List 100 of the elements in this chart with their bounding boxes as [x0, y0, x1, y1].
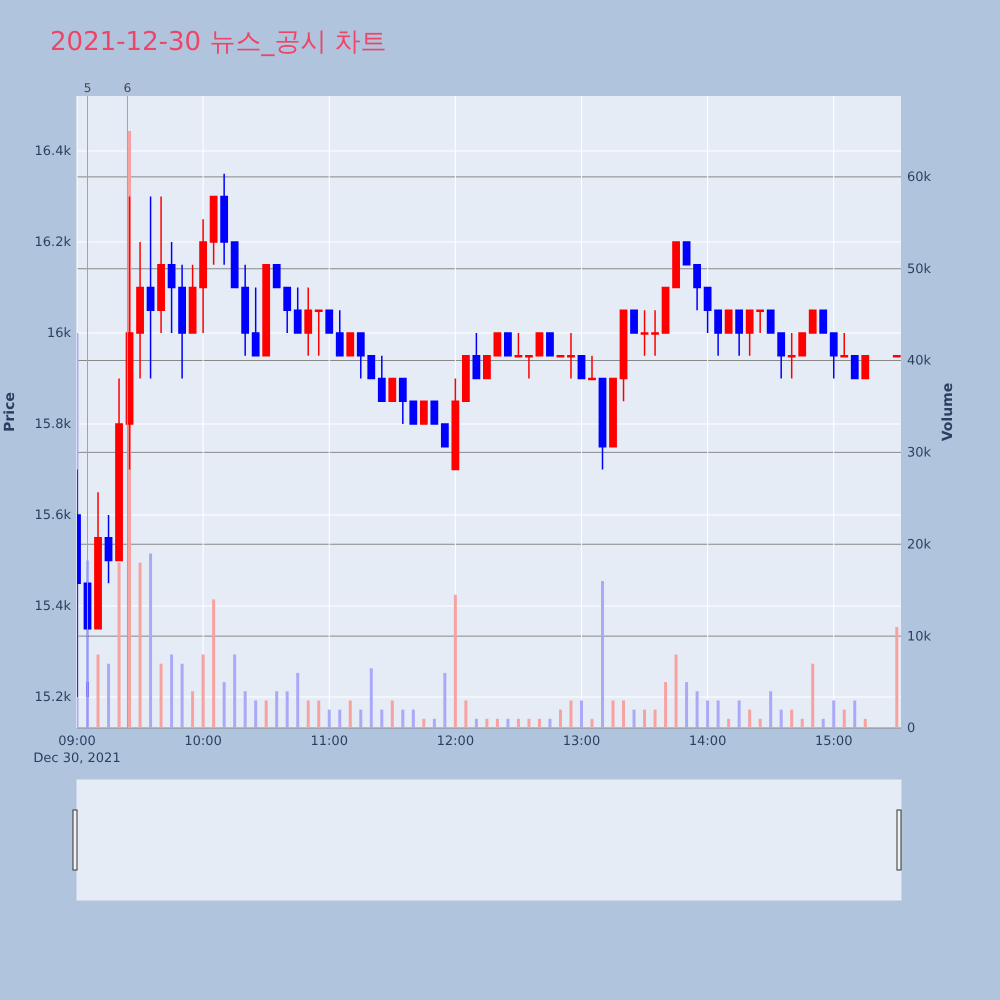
candlestick — [840, 332, 848, 358]
bar — [716, 700, 720, 728]
bar — [222, 682, 226, 728]
bar — [422, 718, 426, 728]
bar — [632, 710, 636, 728]
text: Dec 30, 2021 — [33, 751, 121, 766]
candlestick — [294, 286, 302, 334]
bar — [306, 700, 310, 728]
bar — [548, 718, 552, 728]
x-tick-label: 13:00 — [562, 734, 600, 750]
candlestick — [630, 310, 638, 334]
bar — [212, 599, 216, 728]
candlestick — [808, 310, 817, 334]
candlestick — [168, 241, 176, 334]
y-tick-label: 16k — [46, 326, 72, 342]
candlestick — [262, 264, 270, 357]
candlestick — [788, 332, 796, 380]
bar — [170, 654, 174, 728]
candlestick — [472, 332, 480, 380]
x-tick-label: 14:00 — [688, 734, 726, 750]
candlestick — [640, 310, 648, 357]
candlestick — [756, 310, 764, 334]
candlestick — [536, 332, 544, 357]
bar — [233, 654, 236, 728]
bar — [748, 710, 752, 728]
candlestick — [546, 332, 554, 357]
x-tick-label: 09:00 — [58, 734, 96, 750]
bar — [758, 718, 762, 728]
bar — [727, 718, 730, 728]
bar — [149, 553, 152, 728]
y-tick-label: 16.4k — [34, 144, 72, 160]
ref-line-label: 6 — [124, 81, 132, 95]
y2-tick-label: 50k — [907, 262, 932, 277]
candlestick — [430, 400, 438, 425]
candlestick — [514, 332, 522, 358]
bar — [191, 691, 194, 728]
bar — [464, 700, 468, 728]
candlestick — [861, 355, 870, 380]
candlestick — [451, 378, 460, 470]
candlestick — [188, 264, 197, 334]
candlestick — [482, 355, 491, 380]
y2-tick-label: 40k — [907, 354, 932, 369]
y2-tick-label: 30k — [907, 446, 932, 461]
bar — [790, 710, 794, 728]
candlestick — [504, 332, 512, 357]
bar — [454, 594, 457, 728]
bar — [674, 654, 678, 728]
candlestick — [272, 264, 281, 288]
candlestick — [746, 310, 754, 357]
candlestick — [693, 264, 702, 312]
x-tick-label: 12:00 — [436, 734, 474, 750]
candlestick — [346, 332, 354, 357]
candlestick — [367, 355, 376, 380]
candlestick — [714, 310, 722, 357]
bar — [506, 718, 510, 728]
candlestick — [94, 492, 102, 630]
y2-tick-label: 0 — [907, 721, 916, 736]
bar — [853, 700, 856, 728]
bar — [474, 718, 478, 728]
candlestick — [704, 286, 712, 334]
candlestick — [578, 355, 586, 380]
candlestick — [440, 423, 449, 448]
y2-tick-label: 60k — [907, 170, 932, 185]
bar — [822, 718, 825, 728]
bar — [685, 682, 688, 728]
bar — [895, 626, 898, 728]
y-tick-label: 16.2k — [34, 235, 72, 250]
candlestick — [146, 196, 154, 380]
bar — [160, 664, 163, 728]
candlestick — [682, 241, 690, 266]
candlestick — [409, 400, 418, 425]
y2-tick-label: 20k — [907, 537, 932, 552]
candlestick — [556, 355, 564, 358]
bar — [738, 700, 741, 728]
candlestick — [525, 355, 533, 380]
y2-tick-label: 10k — [907, 629, 932, 644]
bar — [496, 718, 499, 728]
bar — [800, 718, 804, 728]
bar — [842, 710, 846, 728]
candlestick — [620, 310, 628, 402]
candlestick — [798, 332, 806, 357]
candlestick — [157, 196, 165, 334]
candlestick — [850, 355, 859, 380]
candlestick — [588, 355, 596, 380]
bar — [643, 710, 646, 728]
bar — [96, 654, 100, 728]
bar — [654, 710, 657, 728]
candlestick — [115, 378, 123, 562]
chart-title: 2021-12-30 뉴스_공시 차트 — [50, 27, 387, 57]
bar — [485, 718, 488, 728]
candlestick — [609, 378, 617, 448]
candlestick — [314, 310, 323, 357]
y-tick-label: 15.4k — [34, 599, 72, 614]
bar — [286, 691, 289, 728]
bar — [527, 718, 530, 728]
candlestick — [230, 241, 239, 288]
bar — [202, 654, 205, 728]
bar — [412, 710, 415, 728]
candlestick — [104, 514, 112, 584]
bar — [864, 718, 867, 728]
